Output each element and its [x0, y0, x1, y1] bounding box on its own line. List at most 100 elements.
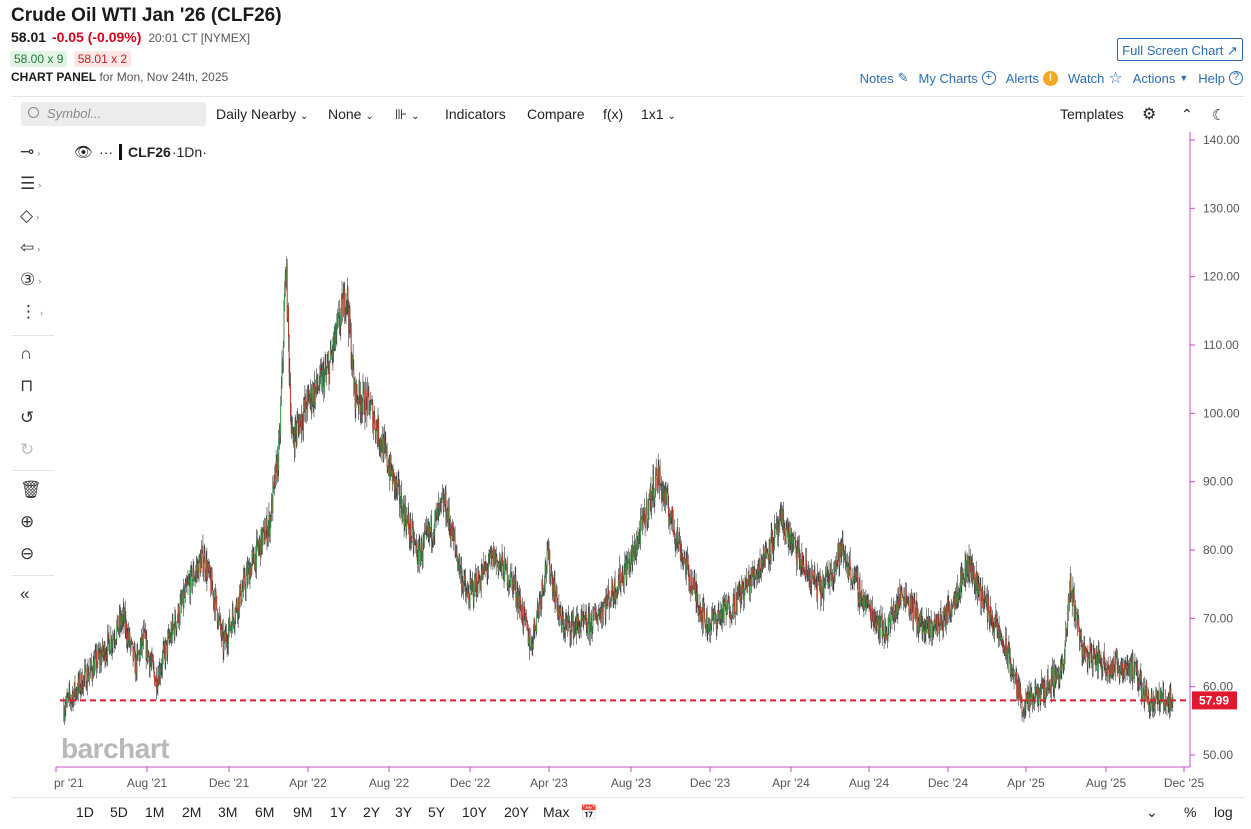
candle-body: [901, 594, 903, 596]
candle-body: [910, 597, 912, 610]
notes-link[interactable]: Notes ✎: [860, 70, 909, 86]
range-button-1y[interactable]: 1Y: [330, 804, 348, 820]
full-screen-chart-button[interactable]: Full Screen Chart ↗: [1117, 38, 1243, 61]
candle-body: [512, 578, 514, 593]
actions-menu[interactable]: Actions ▼: [1133, 71, 1189, 86]
period-dropdown[interactable]: Daily Nearby ⌄: [216, 106, 308, 122]
range-button-5y[interactable]: 5Y: [428, 804, 446, 820]
shapes-icon[interactable]: ◇ ›: [20, 206, 40, 225]
alerts-link[interactable]: Alerts!: [1006, 70, 1058, 86]
candle-body: [771, 530, 773, 533]
candle-body: [322, 369, 324, 372]
candle-body: [839, 542, 841, 557]
overlay-dropdown[interactable]: None ⌄: [328, 106, 374, 122]
calendar-icon[interactable]: 📅: [580, 804, 598, 820]
candle-body: [200, 558, 202, 573]
arrow-icon[interactable]: ⇦ ›: [20, 238, 41, 257]
range-button-1m[interactable]: 1M: [145, 804, 165, 820]
range-button-9m[interactable]: 9M: [293, 804, 313, 820]
range-button-3y[interactable]: 3Y: [395, 804, 413, 820]
candle-body: [803, 563, 805, 569]
candle-body: [1106, 669, 1108, 676]
candle-body: [443, 499, 445, 510]
candle-body: [1021, 699, 1023, 714]
zoom-in-icon[interactable]: ⊕: [20, 512, 35, 531]
candle-body: [309, 397, 311, 404]
candle-body: [427, 524, 429, 534]
percent-toggle[interactable]: %: [1184, 804, 1197, 820]
compare-button[interactable]: Compare: [527, 106, 585, 122]
candle-body: [282, 346, 284, 360]
candle-body: [806, 565, 808, 573]
candle-body: [153, 665, 155, 673]
range-button-2y[interactable]: 2Y: [363, 804, 381, 820]
range-button-6m[interactable]: 6M: [255, 804, 275, 820]
candle-body: [116, 625, 118, 640]
zoom-out-icon[interactable]: ⊖: [20, 544, 35, 563]
candle-body: [1078, 618, 1080, 632]
candle-body: [397, 480, 399, 485]
candle-body: [1010, 664, 1012, 674]
range-button-1d[interactable]: 1D: [76, 804, 94, 820]
dark-mode-icon[interactable]: ☾: [1212, 107, 1226, 124]
log-toggle[interactable]: log: [1214, 804, 1233, 820]
candle-body: [700, 605, 702, 620]
function-button[interactable]: f(x): [603, 106, 624, 122]
candle-body: [769, 539, 771, 559]
collapse-up-icon[interactable]: ⌃: [1181, 106, 1193, 122]
count-icon[interactable]: ③ ›: [20, 270, 42, 289]
range-button-5d[interactable]: 5D: [110, 804, 128, 820]
candle-body: [884, 619, 886, 638]
undo-icon[interactable]: ↺: [20, 408, 35, 427]
my-charts-link[interactable]: My Charts +: [919, 71, 996, 86]
candle-body: [1165, 699, 1167, 706]
candle-body: [798, 546, 800, 562]
range-button-3m[interactable]: 3M: [218, 804, 238, 820]
candle-body: [150, 661, 152, 663]
candle-body: [739, 591, 741, 603]
candle-body: [121, 620, 123, 626]
range-button-2m[interactable]: 2M: [182, 804, 202, 820]
candle-body: [600, 608, 602, 622]
more-icon[interactable]: ···: [99, 144, 114, 160]
candle-body: [1155, 690, 1157, 698]
unlock-icon[interactable]: ⊓: [20, 376, 34, 395]
range-button-20y[interactable]: 20Y: [504, 804, 529, 820]
collapse-icon[interactable]: «: [20, 584, 30, 603]
symbol-search-input[interactable]: Symbol...: [21, 102, 206, 126]
candle-body: [191, 579, 193, 588]
eye-icon[interactable]: 👁: [74, 144, 94, 161]
candle-body: [387, 468, 389, 474]
candle-body: [1031, 691, 1033, 702]
range-button-10y[interactable]: 10Y: [462, 804, 487, 820]
measure-icon[interactable]: ⋮ ›: [20, 302, 43, 321]
indicators-button[interactable]: Indicators: [445, 106, 506, 122]
templates-button[interactable]: Templates: [1060, 106, 1124, 122]
candle-body: [149, 661, 151, 670]
draw-lines-icon[interactable]: ☰ ›: [20, 174, 42, 193]
candle-body: [831, 573, 833, 580]
candle-body: [233, 617, 235, 625]
redo-icon[interactable]: ↻: [20, 440, 35, 459]
candle-body: [414, 540, 416, 543]
candle-body: [1012, 666, 1014, 674]
crosshair-icon[interactable]: ⊸ ›: [20, 142, 41, 161]
expand-down-icon[interactable]: ⌄: [1146, 804, 1158, 820]
candle-body: [494, 550, 496, 567]
range-button-max[interactable]: Max: [543, 804, 570, 820]
candle-body: [918, 616, 920, 622]
candle-body: [1073, 594, 1075, 618]
magnet-icon[interactable]: ∩: [20, 344, 33, 363]
candle-body: [478, 579, 480, 583]
page-title: Crude Oil WTI Jan '26 (CLF26): [11, 5, 282, 26]
settings-icon[interactable]: ⚙: [1142, 106, 1157, 123]
layout-dropdown[interactable]: 1x1 ⌄: [641, 106, 676, 122]
trash-icon[interactable]: 🗑: [20, 480, 42, 499]
candle-body: [762, 545, 764, 561]
candle-body: [1051, 668, 1053, 676]
chart-type-dropdown[interactable]: ⊪ ⌄: [395, 106, 419, 123]
candle-body: [702, 607, 704, 626]
watch-link[interactable]: Watch ☆: [1068, 68, 1123, 88]
help-link[interactable]: Help?: [1198, 71, 1243, 86]
